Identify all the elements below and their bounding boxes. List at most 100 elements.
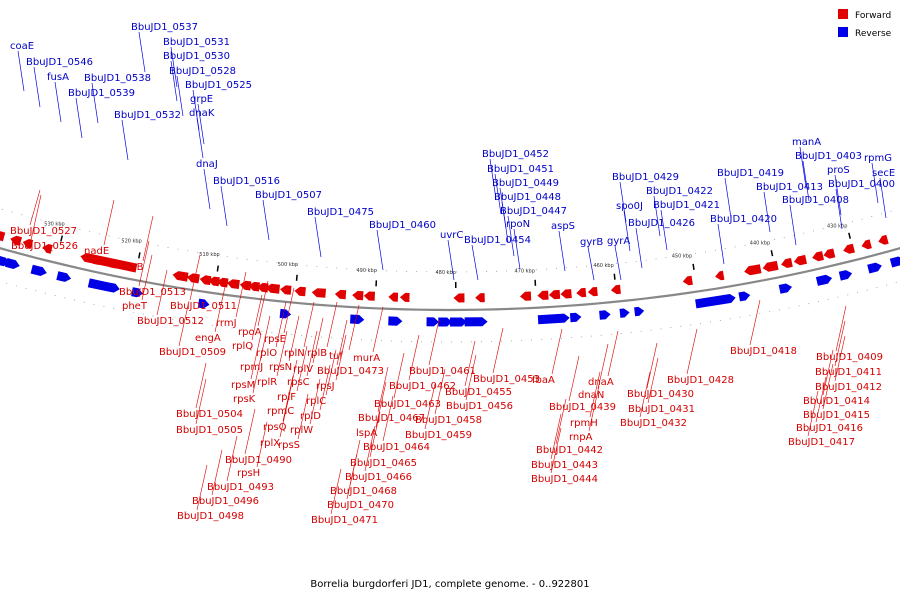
reverse-leader-line	[653, 195, 661, 237]
kbp-tick-mark	[138, 252, 141, 259]
forward-gene-arrow	[208, 276, 220, 287]
reverse-gene-label: spo0J	[616, 201, 643, 212]
forward-gene-label: rnpA	[569, 432, 593, 443]
forward-leader-line	[346, 453, 358, 500]
forward-leader-line	[639, 371, 651, 418]
forward-leader-line	[647, 357, 659, 404]
forward-leader-line	[211, 449, 223, 496]
gene-features	[0, 231, 900, 327]
forward-gene-label: engA	[195, 333, 221, 344]
forward-gene-label: BbuJD1_0459	[405, 430, 472, 441]
forward-leader-line	[279, 391, 291, 438]
forward-gene-label: BbuJD1_0509	[159, 347, 226, 358]
reverse-gene-arrow	[778, 283, 792, 294]
forward-leader-line	[408, 334, 420, 381]
reverse-gene-arrow	[537, 313, 570, 325]
forward-gene-label: rplV	[293, 364, 313, 375]
forward-gene-label: BbuJD1_0416	[796, 423, 863, 434]
forward-leader-line	[393, 352, 405, 399]
reverse-gene-label: gyrA	[607, 236, 630, 247]
reverse-leader-line	[619, 181, 627, 223]
reverse-leader-line	[203, 168, 211, 210]
forward-leader-line	[428, 319, 440, 366]
forward-leader-line	[306, 330, 318, 377]
reverse-gene-arrow	[569, 312, 582, 323]
kbp-tick-label: 450 kbp	[672, 253, 692, 259]
reverse-leader-line	[835, 188, 843, 230]
forward-leader-line	[319, 364, 331, 411]
reverse-gene-arrow	[350, 314, 365, 324]
forward-gene-label: BbuJD1_0464	[363, 442, 430, 453]
kbp-tick-mark	[770, 250, 774, 257]
forward-gene-label: murA	[353, 353, 380, 364]
reverse-leader-line	[220, 185, 228, 227]
reverse-gene-label: BbuJD1_0419	[717, 168, 784, 179]
reverse-leader-line	[314, 216, 322, 258]
forward-leader-line	[103, 199, 115, 246]
reverse-gene-label: coaE	[10, 41, 34, 52]
forward-leader-line	[29, 189, 41, 226]
forward-leader-line	[256, 421, 268, 468]
reverse-leader-line	[501, 201, 509, 243]
reverse-gene-arrow	[279, 308, 292, 319]
reverse-gene-arrow	[464, 317, 488, 327]
reverse-leader-line	[724, 177, 732, 219]
forward-gene-arrow	[0, 231, 6, 242]
forward-leader-line	[375, 381, 387, 428]
reverse-leader-line	[763, 191, 771, 233]
forward-leader-line	[325, 349, 337, 396]
reverse-gene-label: BbuJD1_0400	[828, 179, 895, 190]
kbp-tick-mark	[60, 235, 64, 242]
forward-gene-label: BbuJD1_0409	[816, 352, 883, 363]
forward-gene-label: rplB	[307, 348, 327, 359]
reverse-gene-label: BbuJD1_0413	[756, 182, 823, 193]
forward-gene-arrow	[294, 286, 306, 297]
forward-leader-line	[226, 435, 238, 482]
forward-gene-label: tuf	[329, 351, 343, 362]
forward-leader-line	[551, 328, 563, 375]
reverse-gene-arrow	[131, 287, 143, 298]
legend: Forward Reverse	[838, 9, 892, 39]
forward-leader-line	[196, 464, 208, 511]
reverse-leader-line	[879, 177, 887, 219]
forward-gene-arrow	[762, 260, 779, 272]
forward-leader-line	[646, 342, 658, 389]
forward-gene-labels: BbuJD1_0527 BbuJD1_0526 nadE trxB BbuJD1_051…	[10, 189, 883, 526]
reverse-gene-arrow	[388, 316, 403, 326]
kbp-tick-mark	[692, 263, 695, 270]
forward-leader-line	[835, 305, 847, 352]
forward-gene-label: BbuJD1_0471	[311, 515, 378, 526]
reverse-gene-label: BbuJD1_0539	[68, 88, 135, 99]
reverse-gene-arrow	[426, 317, 440, 327]
reverse-gene-label: dnaK	[189, 108, 215, 119]
legend-forward-swatch	[838, 9, 848, 19]
forward-leader-line	[465, 354, 477, 401]
forward-leader-line	[588, 385, 600, 432]
forward-leader-line	[178, 300, 190, 347]
forward-gene-arrow	[199, 275, 212, 286]
reverse-gene-label: fusA	[47, 72, 69, 83]
forward-leader-line	[550, 413, 562, 460]
forward-gene-arrow	[172, 271, 189, 282]
reverse-gene-label: BbuJD1_0528	[169, 66, 236, 77]
forward-leader-line	[382, 395, 394, 442]
forward-gene-label: rplW	[290, 425, 313, 436]
forward-gene-arrow	[388, 292, 399, 302]
forward-gene-label: rpmC	[267, 406, 294, 417]
reverse-leader-line	[489, 158, 497, 200]
forward-gene-label: BbuJD1_0468	[330, 486, 397, 497]
reverse-leader-line	[262, 199, 270, 241]
forward-gene-label: rrmJ	[216, 318, 237, 329]
forward-gene-arrow	[186, 273, 200, 284]
forward-gene-label: rpsQ	[263, 422, 287, 433]
reverse-leader-line	[871, 162, 879, 204]
kbp-tick-label: 490 kbp	[357, 268, 377, 274]
forward-gene-label: BbuJD1_0432	[620, 418, 687, 429]
reverse-leader-line	[176, 75, 184, 117]
forward-leader-line	[815, 376, 827, 423]
map-caption: Borrelia burgdorferi JD1, complete genom…	[310, 579, 589, 590]
forward-gene-label: rpsK	[233, 394, 256, 405]
reverse-leader-line	[614, 245, 622, 281]
kbp-tick-mark	[613, 273, 616, 280]
reverse-leader-line	[33, 66, 41, 108]
